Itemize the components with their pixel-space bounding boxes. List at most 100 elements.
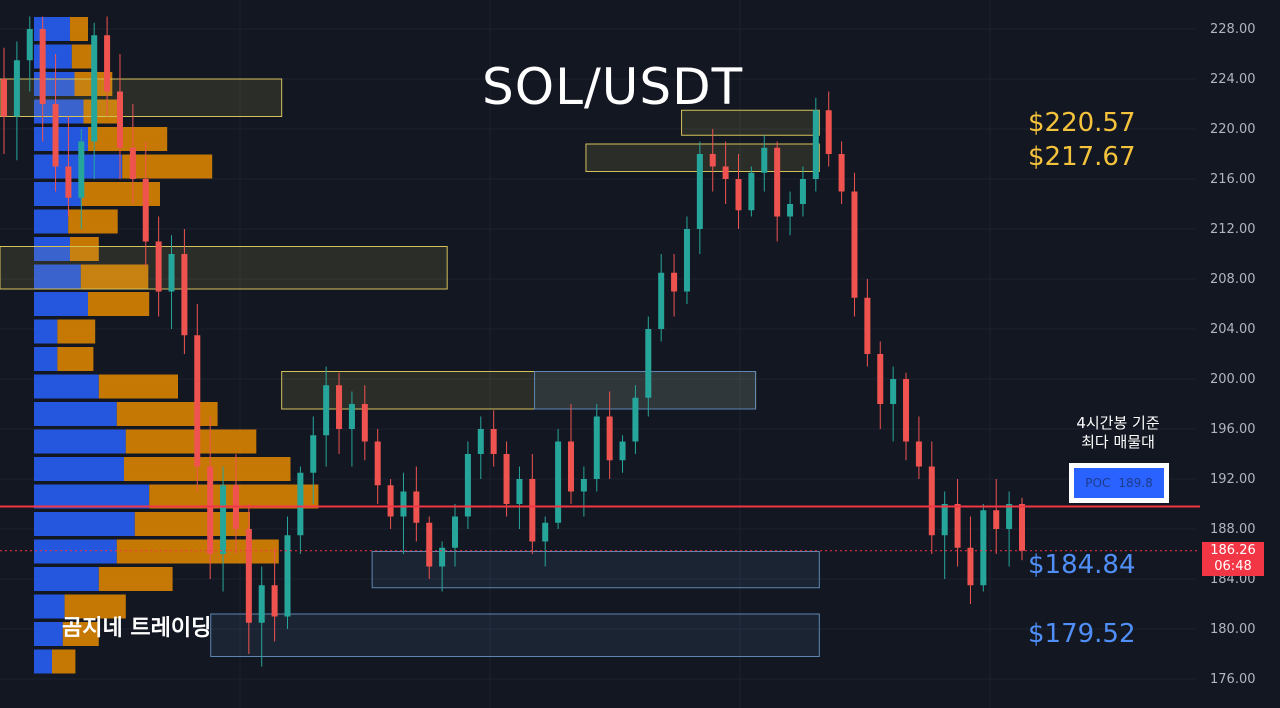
level-label-184: $184.84 [1028,550,1136,580]
poc-badge-value: 189.8 [1118,476,1153,490]
candle-body [825,110,832,154]
candle-body [39,29,46,104]
vp-down-bar [68,209,118,234]
price-tick-label: 176.00 [1210,672,1256,687]
bar-countdown: 06:48 [1214,559,1252,574]
candle-body [555,441,562,523]
candle-body [671,272,678,292]
candle-body [464,454,471,517]
candle-body [967,547,974,586]
vp-up-bar [34,17,70,41]
level-label-179: $179.52 [1028,619,1136,649]
candle-body [838,154,845,192]
candle-body [632,397,639,442]
vp-up-bar [34,402,117,426]
candle-body [593,416,600,479]
vp-down-bar [52,649,76,674]
candle-body [361,404,368,442]
poc-line [0,505,1200,552]
candle-body [1019,504,1025,551]
vp-down-bar [70,237,99,261]
candle-body [297,472,304,536]
candle-body [941,504,948,536]
vp-down-bar [83,99,118,124]
candle-body [439,547,446,567]
poc-badge: POC 189.8 [1069,463,1169,503]
candle-body [812,110,819,179]
demand-zone [371,551,820,589]
candle-body [761,147,768,173]
candle-body [52,104,59,167]
price-tick-label: 204.00 [1210,322,1256,337]
price-axis[interactable]: 176.00180.00184.00188.00192.00196.00200.… [1210,22,1256,687]
price-tick-label: 200.00 [1210,372,1256,387]
vp-up-bar [34,237,70,261]
candle-body [954,504,961,548]
vp-up-bar [34,512,135,536]
vp-down-bar [88,292,150,316]
vp-up-bar [34,567,99,591]
candle-body [864,297,871,354]
vp-down-bar [116,402,218,426]
candle-body [851,191,858,298]
demand-zone [534,371,757,410]
candle-body [155,241,162,292]
vp-up-bar [34,594,65,619]
vp-down-bar [88,127,168,151]
price-tick-label: 180.00 [1210,622,1256,637]
candle-body [658,272,665,329]
price-tick-label: 188.00 [1210,522,1256,537]
candle-body [271,585,278,617]
poc-badge-label: POC [1085,476,1111,490]
candle-body [336,385,343,429]
vp-up-bar [34,264,81,289]
candle-body [374,441,381,486]
vp-up-bar [34,182,81,206]
vp-up-bar [34,292,88,316]
candle-body [426,522,433,567]
candle-body [683,229,690,292]
candle-body [1006,504,1013,529]
candle-body [1,79,7,117]
candle-body [104,35,111,92]
candle-body [400,491,407,517]
vp-up-bar [34,319,58,344]
candle-body [207,466,214,554]
candle-body [709,154,716,167]
candle-body [903,379,910,442]
candle-body [503,454,510,504]
candle-body [799,179,806,204]
poc-annotation: 4시간봉 기준 최다 매물대 [1058,414,1178,452]
candle-body [387,485,394,517]
candle-body [787,204,794,217]
supply-zone [681,109,820,136]
vp-up-bar [34,347,58,371]
candle-body [477,429,484,454]
vp-up-bar [34,209,69,234]
vp-down-bar [116,539,279,564]
price-tick-label: 224.00 [1210,72,1256,87]
vp-down-bar [98,374,178,399]
vp-down-bar [70,17,88,41]
vp-up-bar [34,429,126,454]
candle-body [696,154,703,229]
price-tick-label: 228.00 [1210,22,1256,37]
candle-body [645,329,652,398]
supply-zone [0,78,283,117]
vp-up-bar [34,457,124,481]
candle-body [993,510,1000,529]
candle-body [181,254,188,336]
candle-body [722,166,729,179]
level-label-220: $220.57 [1028,108,1136,138]
chart-title: SOL/USDT [482,58,744,116]
vp-up-bar [34,649,52,674]
candle-body [567,441,574,492]
candle-body [735,179,742,211]
vp-down-bar [57,347,94,371]
candle-body [748,172,755,211]
vp-up-bar [34,622,63,646]
candle-body [258,585,265,623]
vp-up-bar [34,539,117,564]
vp-down-bar [98,567,173,591]
